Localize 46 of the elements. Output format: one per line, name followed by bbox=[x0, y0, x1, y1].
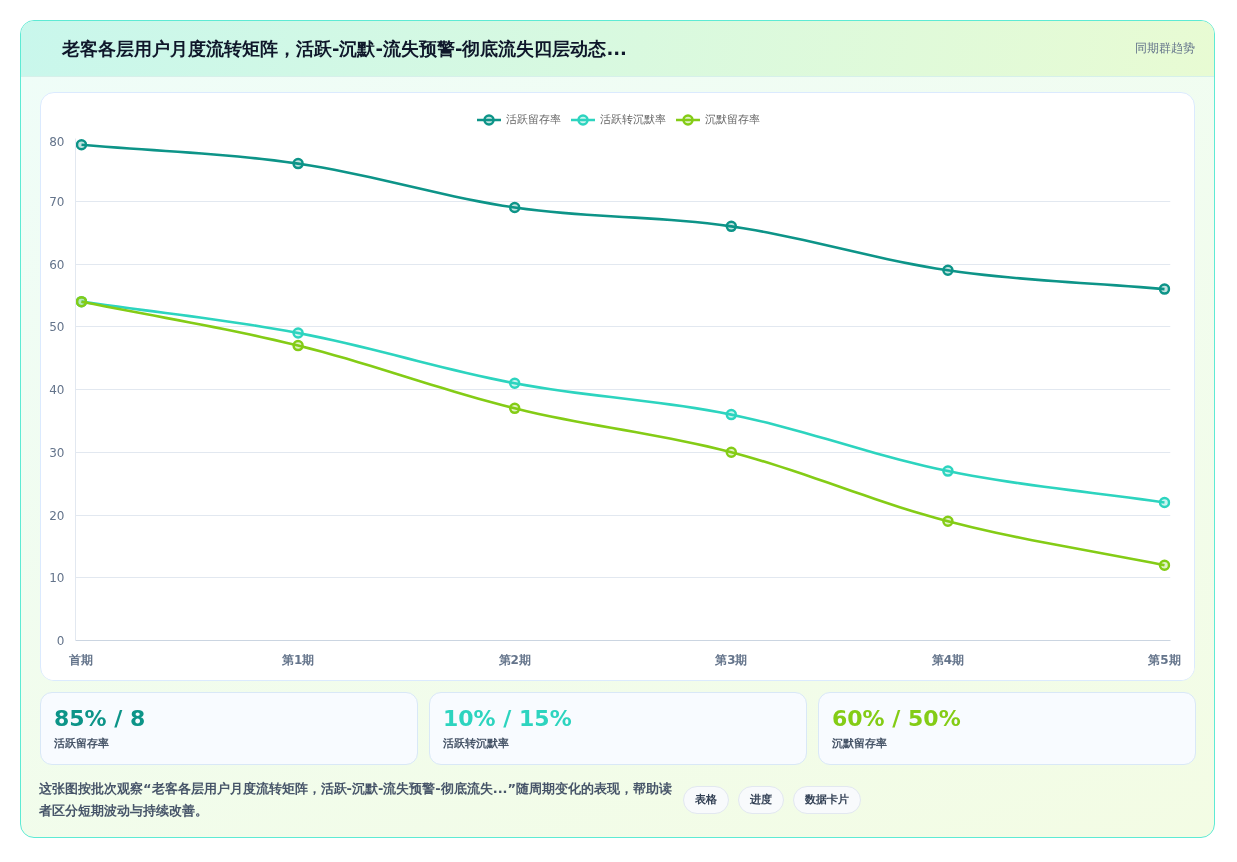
chart-subtitle: 同期群趋势 bbox=[1135, 39, 1195, 57]
point bbox=[292, 327, 304, 339]
text: 10% / 15% bbox=[443, 705, 573, 733]
x-tick-label: 第4期 bbox=[930, 652, 965, 667]
point bbox=[725, 220, 738, 233]
point bbox=[75, 139, 88, 151]
point bbox=[292, 157, 304, 170]
y-tick-label: 20 bbox=[49, 508, 65, 523]
legend-label: 活跃留存率 bbox=[506, 112, 561, 128]
text: 这张图按批次观察“老客各层用户月度流转矩阵，活跃-沉默-流失预警-彻底流失...”随周期变化的表现，帮助读者区分短期波动与持续改善。 bbox=[39, 780, 673, 820]
chart-title: 老客各层用户月度流转矩阵，活跃-沉默-流失预警-彻底流失四层动态... bbox=[62, 36, 627, 61]
y-tick-label: 30 bbox=[49, 445, 65, 460]
x-tick-label: 第1期 bbox=[280, 652, 315, 667]
point bbox=[942, 264, 954, 277]
y-tick-label: 80 bbox=[49, 134, 65, 149]
point bbox=[508, 402, 521, 415]
text: 进度 bbox=[738, 786, 784, 814]
y-tick-label: 50 bbox=[49, 320, 65, 335]
point bbox=[292, 339, 304, 352]
legend-label: 沉默留存率 bbox=[705, 112, 760, 128]
legend-label: 活跃转沉默率 bbox=[600, 112, 666, 128]
point bbox=[725, 446, 738, 458]
y-tick-label: 40 bbox=[49, 383, 65, 397]
y-tick-label: 10 bbox=[49, 571, 65, 586]
point bbox=[1158, 559, 1171, 571]
text: 表格 bbox=[683, 786, 729, 814]
point bbox=[725, 408, 738, 421]
text: 活跃留存率 bbox=[54, 737, 109, 750]
text: 活跃转沉默率 bbox=[443, 737, 509, 750]
text: 85% / 8 bbox=[54, 705, 147, 733]
x-tick-label: 首期 bbox=[68, 652, 94, 667]
text: 数据卡片 bbox=[793, 786, 861, 814]
point bbox=[942, 465, 954, 477]
text: 沉默留存率 bbox=[832, 737, 887, 750]
point bbox=[1158, 496, 1171, 509]
x-tick-label: 第5期 bbox=[1147, 652, 1181, 667]
point bbox=[508, 377, 521, 389]
y-tick-label: 60 bbox=[49, 257, 65, 272]
x-tick-label: 第3期 bbox=[714, 652, 748, 667]
y-tick-label: 0 bbox=[56, 634, 65, 648]
x-tick-label: 第2期 bbox=[497, 652, 531, 667]
point bbox=[508, 201, 521, 214]
text: 60% / 50% bbox=[832, 705, 962, 733]
y-tick-label: 70 bbox=[49, 194, 65, 209]
point bbox=[1158, 283, 1171, 295]
point bbox=[942, 515, 954, 528]
